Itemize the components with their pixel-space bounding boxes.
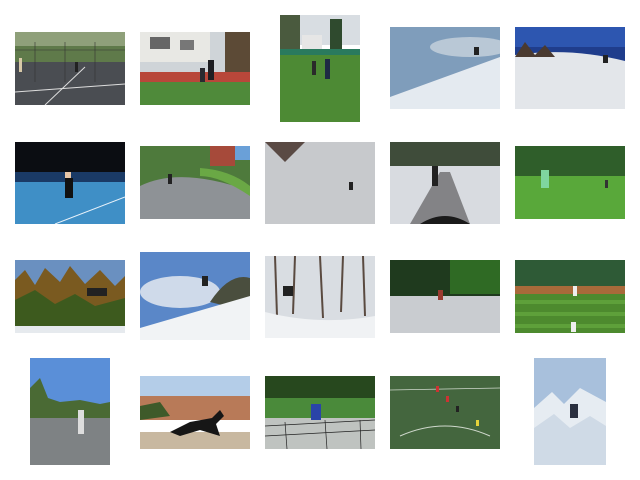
sky-jump-photo[interactable] <box>140 252 250 340</box>
soccer-players-photo[interactable] <box>390 376 500 449</box>
snow-skier-photo[interactable] <box>265 142 375 224</box>
sidewalk-skate-photo[interactable] <box>390 142 500 224</box>
tennis-net-photo[interactable] <box>265 376 375 449</box>
court-skate-photo[interactable] <box>390 260 500 333</box>
field-soccer-photo[interactable] <box>280 15 360 122</box>
snowboard-jump-photo[interactable] <box>390 27 500 109</box>
night-tennis-photo[interactable] <box>15 142 125 224</box>
park-frisbee-photo[interactable] <box>515 146 625 219</box>
yard-soccer-photo[interactable] <box>140 32 250 105</box>
forest-snowboard-photo[interactable] <box>15 260 125 333</box>
road-skate-photo[interactable] <box>140 146 250 219</box>
desert-dog-photo[interactable] <box>140 376 250 449</box>
mountain-snowboard-photo[interactable] <box>534 358 606 465</box>
baseball-photo[interactable] <box>515 260 625 333</box>
snow-slope-photo[interactable] <box>515 27 625 109</box>
park-tennis-photo[interactable] <box>30 358 110 465</box>
trees-snowboard-photo[interactable] <box>265 256 375 338</box>
tennis-court-photo[interactable] <box>15 32 125 105</box>
